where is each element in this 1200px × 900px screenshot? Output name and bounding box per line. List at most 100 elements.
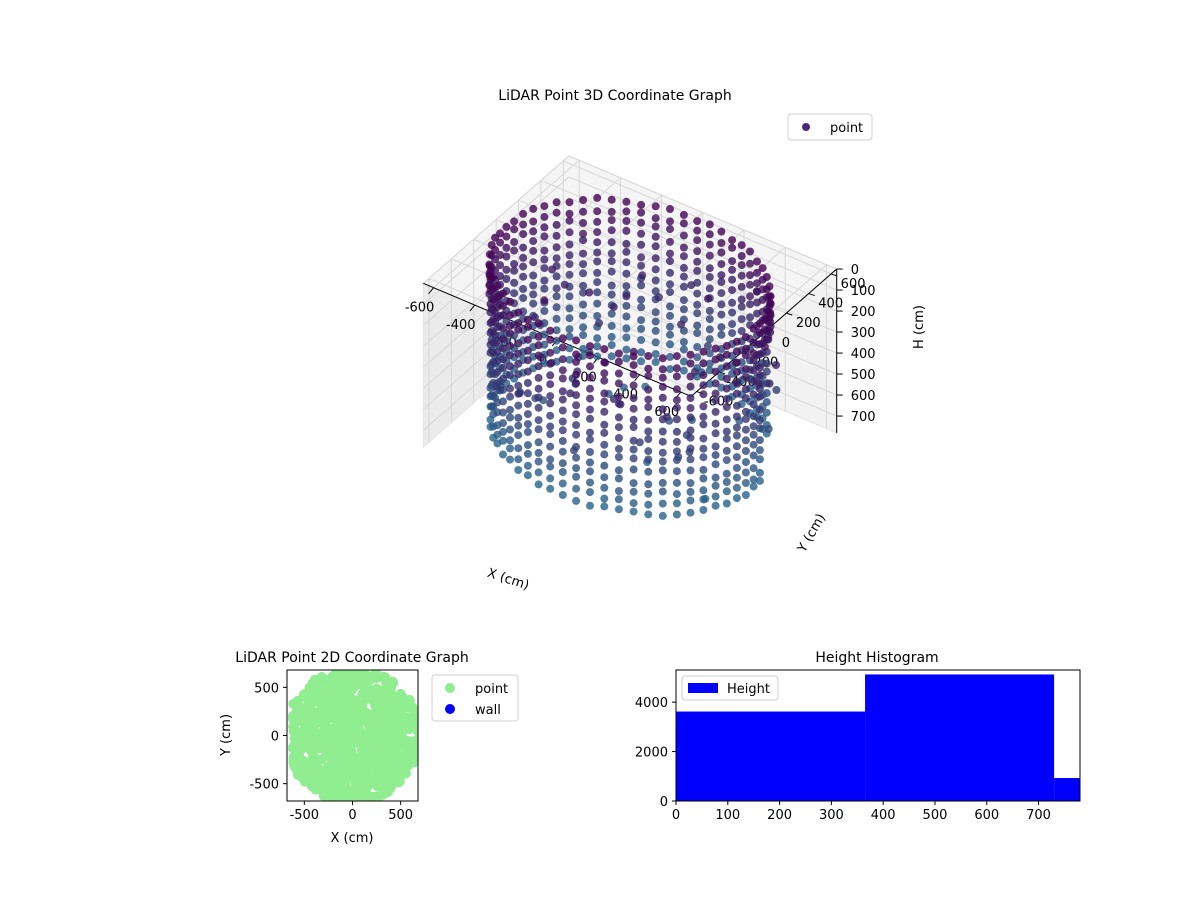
- chart3d-point: [629, 499, 638, 508]
- chart3d-point: [686, 359, 695, 368]
- chart3d-point: [489, 328, 498, 337]
- chart3d-point: [651, 242, 660, 251]
- chart3d-point: [677, 320, 686, 329]
- chart3d-point: [737, 241, 746, 250]
- chart3d-point: [558, 479, 567, 488]
- chart3d-point: [510, 289, 519, 298]
- chart3d-point: [762, 359, 771, 368]
- chart3d-point: [711, 355, 720, 364]
- chart2d-legend: point wall: [431, 674, 519, 722]
- chart3d-point: [666, 302, 674, 311]
- chart3d-point: [565, 304, 574, 313]
- chart3d-point: [600, 483, 609, 492]
- chart3d-point: [614, 495, 623, 504]
- chart3d-point: [644, 371, 653, 380]
- chart3d-point: [586, 501, 594, 510]
- chart3d-point: [600, 389, 609, 398]
- chart3d-point: [741, 491, 750, 499]
- chart3d-ytick-mark: [786, 312, 793, 316]
- chart3d-point: [637, 348, 646, 357]
- chart3d-point: [496, 382, 505, 391]
- chart3d-gridline: [568, 155, 837, 270]
- chart2d-point: [371, 791, 382, 801]
- chart3d-point: [717, 248, 726, 257]
- chart3d-point: [666, 340, 674, 349]
- chart-2d-scatter: LiDAR Point 2D Coordinate Graph -500 0 500…: [219, 650, 519, 846]
- chart3d-point: [705, 325, 714, 334]
- chart3d-point: [499, 450, 507, 459]
- chart2d-point: [393, 777, 404, 788]
- chart3d-point: [651, 338, 660, 347]
- chart3d-point: [772, 386, 781, 394]
- chart3d-point: [679, 296, 688, 305]
- chart3d-point: [586, 467, 594, 476]
- chart3d-point: [529, 227, 538, 236]
- chart3d-point: [499, 335, 507, 343]
- chart3d-point: [530, 313, 539, 322]
- chart3d-point: [485, 250, 494, 259]
- chart3d-point: [506, 392, 514, 401]
- chart-3d-scatter: LiDAR Point 3D Coordinate Graph -600 -400…: [405, 88, 927, 593]
- chart3d-point: [722, 446, 731, 455]
- chart3d-point: [717, 227, 726, 236]
- chart3d-point: [572, 379, 581, 388]
- chart3d-point: [672, 372, 681, 381]
- chart3d-point: [607, 195, 616, 204]
- chart3d-point: [658, 393, 667, 402]
- chart3d-point: [565, 228, 574, 237]
- chart3d-point: [534, 403, 543, 412]
- chart2d-ylabel: Y (cm): [219, 714, 234, 757]
- chart2d-point: [400, 768, 411, 779]
- chart3d-point: [737, 261, 746, 270]
- chart3d-point: [728, 236, 737, 245]
- chart3d-point: [607, 238, 616, 247]
- chart3d-ztick-label: 0: [851, 263, 859, 278]
- chart3d-point: [705, 240, 714, 249]
- chart3d-point: [579, 260, 588, 269]
- chart3d-point: [762, 408, 771, 417]
- chart3d-point: [523, 449, 532, 458]
- chart3d-point: [552, 336, 561, 345]
- chart3d-point: [579, 249, 588, 258]
- chart3d-point: [586, 428, 594, 437]
- chart3d-point: [622, 239, 631, 248]
- chart3d-point: [705, 349, 714, 358]
- chart3d-point: [737, 315, 746, 324]
- chart3d-point: [523, 399, 532, 408]
- chart3d-point: [614, 445, 623, 453]
- chart3d-point: [732, 389, 741, 398]
- chart3d-point: [565, 260, 574, 269]
- chart3d-gridline: [568, 218, 837, 333]
- chart3d-point: [679, 272, 688, 281]
- chart3d-ytick-label: 400: [818, 297, 843, 312]
- chart3d-point: [672, 364, 681, 373]
- chart3d-point: [529, 204, 538, 213]
- chart3d-point: [672, 447, 681, 456]
- hist-bars: [676, 674, 1080, 801]
- chart3d-ztick-label: 400: [851, 347, 876, 362]
- chart3d-point: [722, 384, 731, 393]
- chart3d-point: [540, 212, 549, 221]
- chart3d-point: [523, 420, 532, 429]
- chart3d-point: [548, 265, 557, 274]
- chart3d-point: [717, 260, 726, 269]
- chart3d-point: [658, 448, 667, 457]
- chart3d-point: [514, 339, 523, 348]
- chart3d-point: [552, 254, 561, 263]
- chart3d-point: [600, 428, 609, 437]
- chart3d-point: [600, 440, 609, 449]
- chart3d-point: [699, 402, 708, 411]
- chart3d-point: [755, 446, 764, 455]
- chart2d-point: [344, 771, 355, 782]
- chart3d-point: [558, 355, 567, 364]
- chart3d-point: [529, 258, 538, 267]
- chart3d-point: [586, 448, 594, 456]
- chart3d-point: [572, 401, 581, 410]
- chart3d-point: [506, 455, 514, 464]
- chart3d-point: [519, 262, 528, 271]
- chart3d-point: [607, 281, 616, 290]
- chart3d-point: [722, 427, 731, 436]
- chart3d-point: [741, 333, 750, 342]
- chart3d-point: [732, 368, 741, 376]
